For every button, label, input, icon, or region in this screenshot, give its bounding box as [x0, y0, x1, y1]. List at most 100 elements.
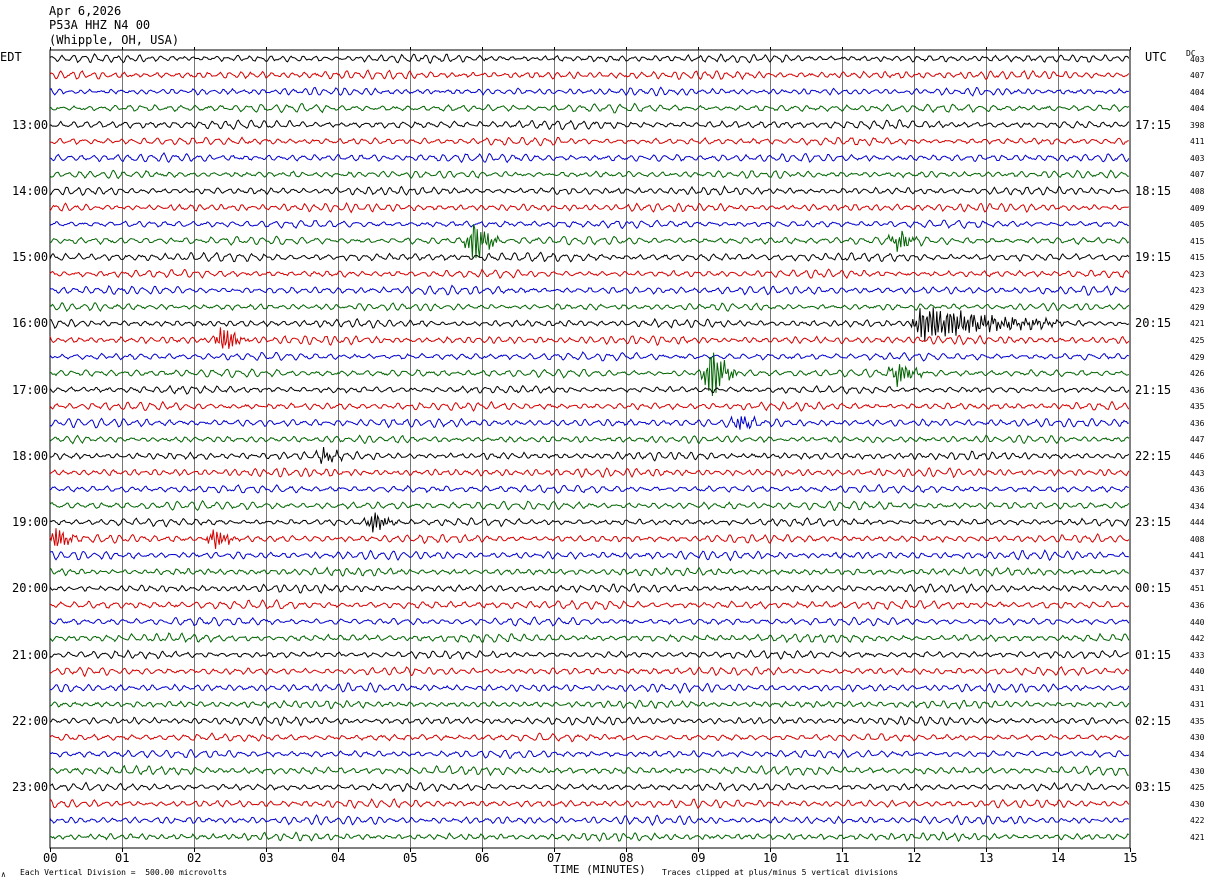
- trace-line-14: [49, 284, 1130, 296]
- x-tick-label: 13: [979, 851, 994, 865]
- dc-offset-value: 451: [1190, 584, 1205, 594]
- right-hour-label: 01:15: [1135, 647, 1172, 662]
- x-tick-label: 09: [691, 851, 706, 865]
- left-hour-label: 20:00: [12, 581, 49, 596]
- left-hour-label: 21:00: [12, 647, 49, 662]
- left-hour-label: 22:00: [12, 713, 49, 728]
- dc-offset-value: 425: [1190, 783, 1205, 793]
- left-hour-label: 18:00: [12, 448, 49, 463]
- x-tick-label: 14: [1051, 851, 1066, 865]
- trace-line-8: [49, 185, 1130, 196]
- dc-offset-value: 398: [1190, 120, 1205, 130]
- corner-mark: ∧: [1, 870, 6, 879]
- trace-line-39: [49, 699, 1130, 710]
- trace-line-46: [49, 814, 1129, 827]
- dc-offset-value: 415: [1190, 253, 1205, 263]
- dc-offset-value: 430: [1190, 766, 1205, 776]
- x-axis-title: TIME (MINUTES): [553, 863, 646, 876]
- trace-line-30: [49, 549, 1129, 562]
- dc-offset-value: 422: [1190, 816, 1205, 826]
- trace-line-12: [49, 251, 1130, 263]
- x-tick-label: 10: [763, 851, 778, 865]
- location-label: (Whipple, OH, USA): [49, 33, 180, 47]
- trace-line-19: [49, 352, 1130, 397]
- trace-line-6: [49, 151, 1130, 164]
- trace-line-9: [49, 201, 1129, 214]
- dc-offset-value: 443: [1190, 468, 1205, 478]
- dc-offset-value: 437: [1190, 567, 1205, 577]
- clip-note: Traces clipped at plus/minus 5 vertical …: [662, 868, 899, 877]
- dc-offset-value: 442: [1190, 634, 1205, 644]
- right-hour-label: 00:15: [1135, 581, 1172, 596]
- trace-line-22: [49, 415, 1129, 430]
- dc-offset-value: 421: [1190, 832, 1205, 842]
- dc-offset-value: 429: [1190, 352, 1205, 362]
- dc-offset-value: 421: [1190, 319, 1205, 329]
- trace-line-4: [49, 118, 1130, 131]
- dc-offset-value: 404: [1190, 87, 1205, 97]
- trace-line-21: [49, 400, 1130, 412]
- dc-offset-value: 403: [1190, 54, 1205, 64]
- x-tick-label: 01: [115, 851, 130, 865]
- dc-offset-value: 434: [1190, 750, 1205, 760]
- dc-offset-value: 404: [1190, 104, 1205, 114]
- scale-note: Each Vertical Division = 500.00 microvol…: [20, 868, 228, 877]
- trace-line-38: [49, 682, 1130, 694]
- trace-line-13: [49, 268, 1130, 280]
- right-hour-label: 17:15: [1135, 117, 1172, 132]
- trace-line-36: [49, 649, 1129, 661]
- dc-offset-value: 436: [1190, 600, 1205, 610]
- trace-line-24: [49, 446, 1130, 464]
- trace-line-33: [49, 598, 1130, 611]
- left-hour-label: 23:00: [12, 780, 49, 795]
- x-tick-label: 06: [475, 851, 490, 865]
- trace-line-1: [49, 69, 1130, 81]
- trace-line-2: [49, 86, 1129, 97]
- left-hour-label: 19:00: [12, 515, 49, 530]
- right-hour-label: 20:15: [1135, 316, 1172, 331]
- trace-line-41: [49, 732, 1130, 743]
- dc-offset-value: 407: [1190, 170, 1205, 180]
- x-tick-label: 11: [835, 851, 850, 865]
- station-label: P53A HHZ N4 00: [49, 18, 151, 32]
- trace-line-42: [49, 748, 1130, 759]
- trace-line-31: [49, 566, 1130, 577]
- dc-offset-value: 446: [1190, 451, 1205, 461]
- trace-line-20: [49, 384, 1130, 395]
- right-hour-label: 02:15: [1135, 713, 1172, 728]
- x-tick-label: 05: [403, 851, 418, 865]
- trace-line-5: [49, 136, 1129, 147]
- date-label: Apr 6,2026: [49, 4, 122, 18]
- left-hour-label: 13:00: [12, 117, 49, 132]
- dc-offset-value: 447: [1190, 435, 1205, 445]
- x-tick-label: 02: [187, 851, 202, 865]
- dc-offset-value: 430: [1190, 799, 1205, 809]
- dc-offset-value: 433: [1190, 650, 1205, 660]
- right-hour-label: 19:15: [1135, 250, 1172, 265]
- trace-line-47: [49, 831, 1130, 843]
- dc-offset-value: 430: [1190, 733, 1205, 743]
- x-tick-label: 15: [1123, 851, 1138, 865]
- dc-offset-value: 436: [1190, 385, 1205, 395]
- trace-line-11: [49, 224, 1130, 259]
- x-tick-label: 00: [43, 851, 58, 865]
- left-hour-label: 16:00: [12, 316, 49, 331]
- dc-offset-value: 423: [1190, 269, 1205, 279]
- trace-line-7: [49, 169, 1129, 180]
- trace-line-43: [49, 764, 1129, 777]
- trace-line-3: [49, 102, 1130, 114]
- dc-offset-value: 431: [1190, 683, 1205, 693]
- trace-line-23: [49, 434, 1130, 445]
- dc-offset-value: 435: [1190, 402, 1205, 412]
- trace-line-0: [49, 53, 1130, 64]
- right-hour-label: 21:15: [1135, 382, 1172, 397]
- trace-line-18: [49, 351, 1130, 362]
- right-hour-label: 23:15: [1135, 515, 1172, 530]
- dc-offset-value: 431: [1190, 700, 1205, 710]
- trace-line-29: [49, 528, 1130, 549]
- plot-frame: [49, 49, 1131, 849]
- right-hour-label: 22:15: [1135, 448, 1172, 463]
- dc-offset-value: 408: [1190, 534, 1205, 544]
- dc-offset-value: 405: [1190, 220, 1205, 230]
